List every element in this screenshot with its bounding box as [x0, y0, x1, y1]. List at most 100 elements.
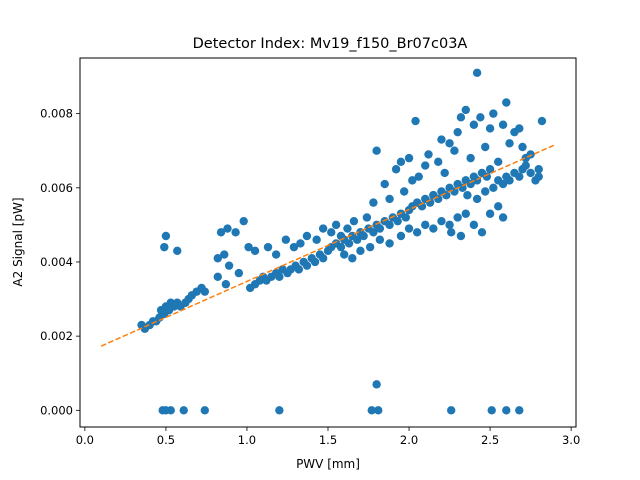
- y-tick-label: 0.006: [40, 181, 73, 195]
- data-point: [310, 257, 320, 267]
- data-point: [456, 231, 466, 241]
- data-point: [453, 127, 462, 137]
- data-point: [534, 172, 543, 181]
- data-point: [485, 165, 495, 174]
- data-point: [505, 176, 514, 185]
- data-point: [469, 120, 479, 129]
- data-point: [401, 213, 410, 222]
- data-point: [526, 168, 535, 178]
- data-point: [166, 406, 175, 415]
- data-point: [434, 157, 443, 167]
- data-point: [348, 254, 357, 263]
- data-point: [289, 242, 299, 252]
- data-point: [372, 380, 381, 389]
- data-point: [453, 213, 462, 222]
- data-point: [302, 231, 312, 241]
- data-point: [476, 113, 485, 122]
- data-point: [223, 224, 232, 233]
- data-point: [362, 213, 372, 222]
- data-point: [437, 216, 446, 226]
- data-point: [161, 231, 171, 241]
- data-point: [411, 116, 420, 126]
- data-point: [456, 113, 466, 122]
- chart-title: Detector Index: Mv19_f150_Br07c03A: [193, 36, 468, 52]
- data-point: [466, 153, 475, 163]
- data-point: [344, 239, 354, 248]
- data-point: [216, 228, 226, 237]
- data-point: [312, 235, 321, 244]
- data-point: [302, 261, 312, 270]
- data-point: [294, 265, 304, 274]
- data-point: [481, 142, 490, 152]
- data-point: [498, 179, 508, 189]
- data-point: [318, 224, 328, 233]
- data-point: [179, 406, 188, 415]
- data-point: [296, 239, 305, 248]
- data-point: [250, 246, 260, 256]
- data-point: [502, 406, 511, 415]
- data-point: [327, 228, 336, 237]
- data-point: [391, 165, 401, 174]
- data-point: [408, 176, 417, 185]
- data-point: [213, 254, 222, 263]
- data-point: [437, 135, 446, 144]
- data-point: [404, 224, 414, 233]
- y-axis-label: A2 Signal [pW]: [11, 197, 25, 286]
- y-tick-label: 0.000: [40, 403, 73, 417]
- data-point: [380, 179, 389, 189]
- y-tick-label: 0.008: [40, 107, 73, 121]
- data-point: [343, 224, 352, 233]
- data-point: [352, 235, 362, 244]
- data-point: [385, 220, 394, 230]
- data-point: [445, 139, 454, 148]
- x-tick-label: 2.0: [400, 433, 418, 447]
- data-point: [446, 228, 456, 237]
- data-point: [450, 187, 459, 196]
- data-point: [396, 231, 406, 241]
- data-point: [440, 168, 449, 178]
- data-point: [200, 406, 210, 415]
- data-point: [375, 235, 385, 244]
- data-point: [396, 157, 406, 167]
- data-point: [472, 68, 482, 78]
- x-tick-label: 0.0: [76, 433, 94, 447]
- data-point: [494, 157, 503, 167]
- data-point: [487, 406, 496, 415]
- data-point: [498, 120, 508, 129]
- data-point: [385, 239, 394, 248]
- data-point: [239, 216, 248, 226]
- data-point: [537, 116, 547, 126]
- data-point: [275, 406, 284, 415]
- plot-marks: [100, 68, 556, 415]
- data-point: [231, 228, 240, 237]
- data-point: [393, 216, 402, 226]
- data-point: [349, 216, 359, 226]
- data-point: [498, 213, 508, 222]
- data-point: [505, 139, 514, 148]
- data-point: [414, 172, 423, 181]
- x-tick-label: 1.0: [238, 433, 256, 447]
- data-point: [445, 220, 454, 230]
- x-axis-label: PWV [mm]: [296, 457, 360, 471]
- data-point: [515, 406, 524, 415]
- data-point: [494, 202, 503, 211]
- data-point: [485, 209, 495, 218]
- data-point: [244, 242, 253, 252]
- data-point: [424, 150, 433, 159]
- data-point: [458, 183, 467, 192]
- data-point: [200, 287, 210, 296]
- data-point: [412, 228, 422, 237]
- data-point: [367, 406, 376, 415]
- y-tick-label: 0.004: [40, 255, 73, 269]
- data-point: [281, 235, 291, 244]
- data-point: [515, 172, 524, 181]
- data-point: [234, 268, 244, 278]
- data-point: [375, 224, 385, 233]
- data-point: [385, 194, 394, 204]
- data-point: [369, 228, 378, 237]
- data-point: [275, 272, 284, 281]
- x-tick-label: 0.5: [157, 433, 175, 447]
- x-tick-label: 3.0: [562, 433, 580, 447]
- data-point: [489, 109, 498, 118]
- data-point: [359, 231, 368, 241]
